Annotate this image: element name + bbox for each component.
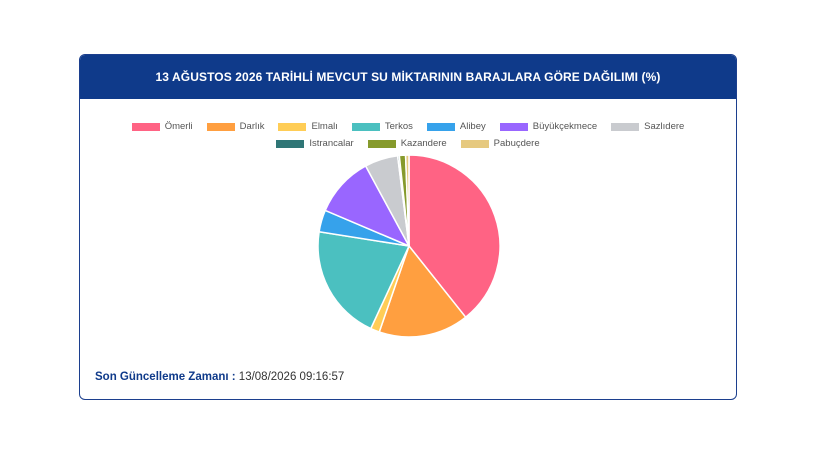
pie-slice-terkos[interactable] xyxy=(317,230,411,330)
legend-item[interactable]: Sazlıdere xyxy=(611,120,684,133)
pie-slice-alibey[interactable] xyxy=(318,209,410,247)
chart-title: 13 AĞUSTOS 2026 TARİHLİ MEVCUT SU MİKTAR… xyxy=(155,70,661,84)
legend-swatch xyxy=(611,122,640,131)
pie-slice-büyükçekmece[interactable] xyxy=(324,164,411,248)
legend-item[interactable]: Ömerli xyxy=(131,120,193,133)
last-updated-value: 13/08/2026 09:16:57 xyxy=(238,371,345,383)
pie-slice-istrancalar[interactable] xyxy=(396,154,410,247)
pie-slice-elmalı[interactable] xyxy=(369,245,410,333)
pie-slice-darlık[interactable] xyxy=(378,244,467,338)
legend-label: Sazlıdere xyxy=(644,121,685,132)
legend-item[interactable]: Elmalı xyxy=(278,120,338,133)
legend-label: Darlık xyxy=(239,121,265,132)
legend-label: Terkos xyxy=(384,121,413,132)
legend-swatch xyxy=(278,122,307,131)
legend-swatch xyxy=(367,139,396,148)
legend-item[interactable]: Istrancalar xyxy=(276,137,354,150)
pie-slice-pabuçdere[interactable] xyxy=(404,154,410,247)
pie-slice-sazlıdere[interactable] xyxy=(364,154,410,247)
legend-item[interactable]: Terkos xyxy=(351,120,413,133)
legend-swatch xyxy=(426,122,455,131)
last-updated-label: Son Güncelleme Zamanı : xyxy=(95,371,236,383)
legend-label: Büyükçekmece xyxy=(532,121,598,132)
legend-swatch xyxy=(499,122,528,131)
legend-swatch xyxy=(276,139,305,148)
pie-slice-ömerli[interactable] xyxy=(408,154,501,319)
chart-card: 13 AĞUSTOS 2026 TARİHLİ MEVCUT SU MİKTAR… xyxy=(79,54,737,400)
legend-swatch xyxy=(206,122,235,131)
legend-swatch xyxy=(460,139,489,148)
legend-item[interactable]: Pabuçdere xyxy=(460,137,540,150)
legend-label: Elmalı xyxy=(311,121,338,132)
legend-label: Pabuçdere xyxy=(493,138,540,149)
pie-chart xyxy=(317,154,501,338)
legend-item[interactable]: Darlık xyxy=(206,120,265,133)
legend-item[interactable]: Kazandere xyxy=(367,137,447,150)
legend-swatch xyxy=(131,122,160,131)
legend-item[interactable]: Büyükçekmece xyxy=(499,120,598,133)
legend-label: Alibey xyxy=(459,121,486,132)
legend-label: Istrancalar xyxy=(309,138,354,149)
legend-label: Kazandere xyxy=(400,138,447,149)
chart-header: 13 AĞUSTOS 2026 TARİHLİ MEVCUT SU MİKTAR… xyxy=(80,55,736,99)
legend-label: Ömerli xyxy=(164,121,193,132)
legend-item[interactable]: Alibey xyxy=(426,120,486,133)
pie-slice-kazandere[interactable] xyxy=(398,154,410,247)
legend-swatch xyxy=(351,122,380,131)
last-updated: Son Güncelleme Zamanı : 13/08/2026 09:16… xyxy=(95,371,344,383)
chart-legend: Ömerli Darlık Elmalı Terkos Alibey Büyükçekme… xyxy=(80,120,736,150)
